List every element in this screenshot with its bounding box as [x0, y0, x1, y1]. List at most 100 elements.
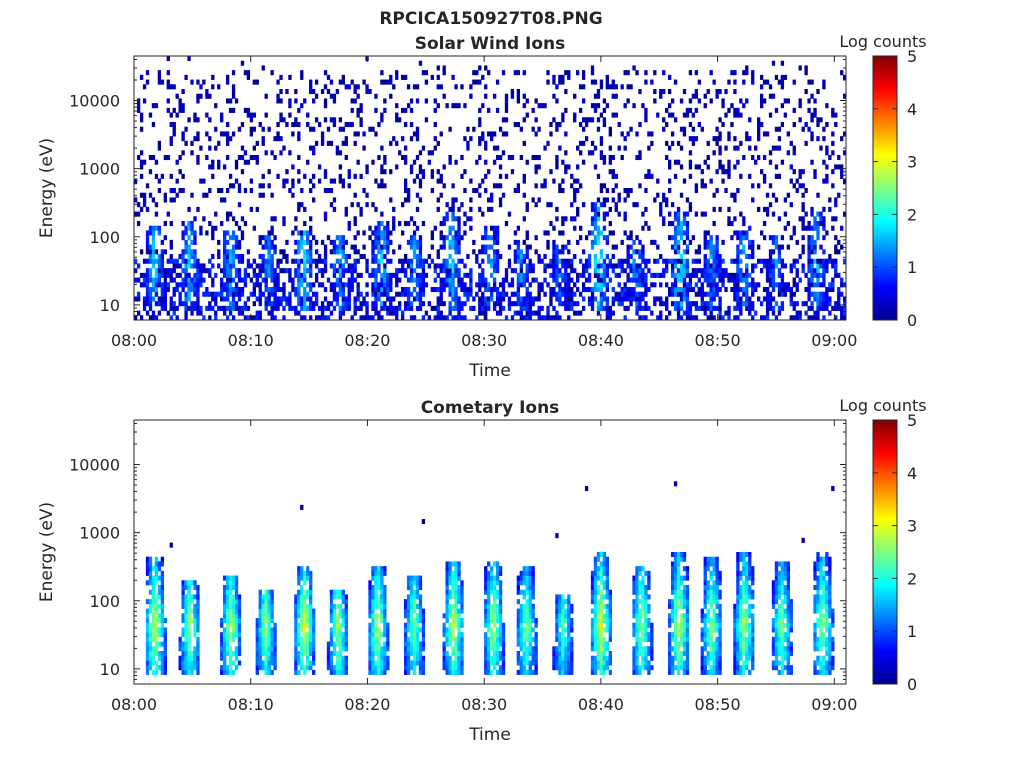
spectrogram-cell — [475, 291, 479, 297]
spectrogram-cell — [638, 305, 642, 311]
spectrogram-cell — [433, 277, 437, 283]
spectrogram-cell — [822, 268, 826, 274]
spectrogram-cell — [175, 178, 179, 184]
spectrogram-cell — [777, 79, 782, 85]
spectrogram-cell — [656, 244, 660, 250]
spectrogram-cell — [448, 277, 452, 283]
spectrogram-cell — [454, 613, 458, 619]
spectrogram-cell — [380, 230, 384, 236]
spectrogram-cell — [288, 98, 292, 104]
spectrogram-cell — [237, 272, 242, 278]
spectrogram-cell — [525, 98, 529, 104]
spectrogram-cell — [389, 197, 393, 203]
spectrogram-cell — [685, 107, 690, 113]
spectrogram-cell — [816, 89, 820, 95]
spectrogram-cell — [412, 277, 417, 283]
spectrogram-cell — [145, 660, 150, 666]
spectrogram-cell — [199, 230, 203, 236]
spectrogram-cell — [466, 254, 470, 260]
spectrogram-cell — [478, 305, 482, 311]
spectrogram-cell — [184, 263, 188, 269]
spectrogram-cell — [430, 150, 434, 156]
spectrogram-cell — [386, 287, 390, 293]
spectrogram-cell — [590, 239, 595, 245]
spectrogram-cell — [644, 221, 648, 227]
spectrogram-cell — [484, 315, 488, 321]
spectrogram-cell — [412, 287, 417, 293]
spectrogram-cell — [228, 575, 233, 581]
spectrogram-cell — [297, 296, 301, 302]
spectrogram-cell — [599, 150, 604, 156]
spectrogram-cell — [768, 282, 773, 288]
spectrogram-cell — [386, 305, 390, 311]
spectrogram-cell — [395, 70, 399, 76]
spectrogram-cell — [688, 70, 693, 76]
spectrogram-cell — [593, 272, 598, 278]
spectrogram-cell — [665, 315, 669, 321]
spectrogram-cell — [819, 216, 823, 222]
spectrogram-cell — [596, 126, 601, 132]
spectrogram-cell — [445, 202, 449, 208]
spectrogram-cell — [504, 272, 509, 278]
spectrogram-cell — [454, 622, 458, 628]
spectrogram-cell — [406, 287, 411, 293]
spectrogram-cell — [611, 263, 615, 269]
spectrogram-cell — [270, 655, 274, 661]
spectrogram-cell — [798, 216, 802, 222]
spectrogram-cell — [513, 258, 518, 264]
spectrogram-cell — [570, 183, 574, 189]
spectrogram-cell — [706, 291, 710, 297]
spectrogram-cell — [145, 622, 150, 628]
spectrogram-cell — [231, 107, 236, 113]
spectrogram-cell — [151, 103, 156, 109]
spectrogram-cell — [688, 301, 693, 307]
spectrogram-cell — [306, 622, 310, 628]
spectrogram-cell — [516, 296, 521, 302]
spectrogram-cell — [762, 131, 767, 137]
spectrogram-cell — [145, 599, 150, 605]
spectrogram-cell — [748, 254, 752, 260]
spectrogram-cell — [481, 249, 485, 255]
spectrogram-cell — [163, 221, 167, 227]
spectrogram-cell — [703, 268, 707, 274]
spectrogram-cell — [418, 254, 423, 260]
spectrogram-cell — [682, 277, 687, 283]
spectrogram-cell — [403, 287, 408, 293]
spectrogram-cell — [525, 291, 529, 297]
spectrogram-cell — [193, 655, 197, 661]
spectrogram-cell — [487, 197, 491, 203]
spectrogram-cell — [228, 603, 233, 609]
spectrogram-cell — [148, 254, 153, 260]
spectrogram-cell — [825, 145, 829, 151]
spectrogram-cell — [822, 263, 826, 269]
spectrogram-cell — [196, 258, 200, 264]
spectrogram-cell — [623, 287, 627, 293]
spectrogram-cell — [469, 282, 473, 288]
spectrogram-cell — [721, 122, 725, 128]
spectrogram-cell — [576, 178, 580, 184]
spectrogram-cell — [196, 585, 200, 591]
spectrogram-cell — [685, 301, 690, 307]
spectrogram-cell — [673, 244, 678, 250]
colorbar-tick-label: 5 — [907, 47, 917, 66]
spectrogram-cell — [685, 211, 690, 217]
spectrogram-cell — [267, 651, 271, 657]
spectrogram-cell — [641, 305, 645, 311]
spectrogram-cell — [555, 249, 559, 255]
spectrogram-cell — [564, 131, 568, 137]
spectrogram-cell — [172, 277, 176, 283]
spectrogram-cell — [427, 150, 432, 156]
spectrogram-cell — [460, 202, 464, 208]
spectrogram-cell — [543, 277, 547, 283]
spectrogram-cell — [522, 103, 526, 109]
spectrogram-cell — [739, 98, 743, 104]
spectrogram-cell — [145, 310, 150, 316]
spectrogram-cell — [762, 79, 767, 85]
spectrogram-cell — [398, 117, 402, 123]
spectrogram-cell — [231, 301, 236, 307]
spectrogram-cell — [225, 155, 230, 161]
spectrogram-cell — [297, 570, 301, 576]
spectrogram-cell — [151, 585, 156, 591]
spectrogram-cell — [178, 291, 182, 297]
spectrogram-cell — [549, 258, 553, 264]
